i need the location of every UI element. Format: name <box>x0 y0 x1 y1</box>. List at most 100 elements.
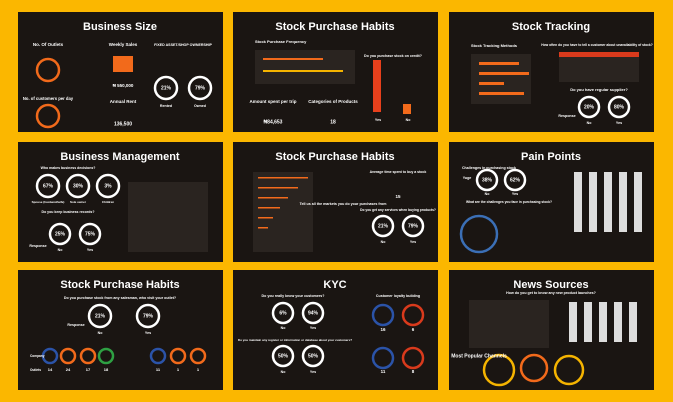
slide-text: Yes <box>512 192 518 196</box>
ring <box>482 353 516 387</box>
slide-text: Most Popular Channels <box>451 353 507 359</box>
ring <box>371 303 395 327</box>
slide-text: FIXED ASSET/SHOP OWNERSHIP <box>154 43 212 47</box>
slide-text: Response <box>558 114 575 118</box>
ring <box>459 214 499 254</box>
decoration <box>263 58 323 60</box>
decoration <box>403 104 411 114</box>
decoration <box>589 172 597 232</box>
slide-text: Rented <box>160 104 172 108</box>
decoration <box>574 172 582 232</box>
ring <box>169 347 187 365</box>
slide-text: Weekly Sales <box>109 42 138 47</box>
slide-text: 79% <box>195 85 206 91</box>
decoration <box>619 172 627 232</box>
decoration <box>584 302 592 342</box>
ring <box>59 347 77 365</box>
slide-text: 11 <box>156 367 161 372</box>
slide-title: Business Size <box>83 21 157 33</box>
decoration <box>128 182 208 252</box>
ring <box>271 344 295 368</box>
slide-text: Sole owner <box>70 200 87 204</box>
ring <box>607 95 631 119</box>
slide-text: Annual Rent <box>110 99 137 104</box>
slide-text: No <box>281 326 287 330</box>
slide-text: Children <box>102 200 114 204</box>
slide-text: No. Of Outlets <box>33 42 64 47</box>
slide-text: 21% <box>161 85 172 91</box>
slide-text: 94% <box>308 310 319 316</box>
slide-text: Yes <box>145 331 151 335</box>
decoration <box>479 72 529 75</box>
slide-text: Customer loyalty building <box>376 294 420 298</box>
decoration <box>258 217 273 219</box>
decoration <box>253 172 313 252</box>
slide-text: 1 <box>177 367 180 372</box>
ring <box>78 222 102 246</box>
ring <box>401 303 425 327</box>
slide-text: 62% <box>510 177 521 183</box>
slide: Stock Purchase Habits Tell us all the mar… <box>233 142 438 262</box>
slide-text: 6% <box>279 310 287 316</box>
decoration <box>113 56 133 72</box>
slide-text: Stock Purchase Frequency <box>255 39 307 44</box>
slide-text: 18 <box>330 119 336 125</box>
slide-text: No <box>587 121 593 125</box>
ring <box>577 95 601 119</box>
slide-title: Stock Purchase Habits <box>60 279 179 291</box>
slide-text: Yes <box>410 240 416 244</box>
slide-text: 15 <box>395 194 401 199</box>
decoration <box>258 177 308 179</box>
ring <box>371 214 395 238</box>
decoration <box>569 302 577 342</box>
ring <box>371 346 395 370</box>
ring <box>79 347 97 365</box>
ring <box>87 303 113 329</box>
ring <box>503 168 527 192</box>
ring <box>189 347 207 365</box>
slide-text: 25% <box>55 231 66 237</box>
ring <box>149 347 167 365</box>
slide-background <box>233 270 438 390</box>
slide-text: Response <box>67 323 84 327</box>
slide-text: Do you purchase stock from any salesman,… <box>64 296 176 300</box>
slide-text: 17 <box>86 367 91 372</box>
slide-text: 80% <box>614 104 625 110</box>
slide-text: 75% <box>85 231 96 237</box>
decoration <box>604 172 612 232</box>
slide-text: 50% <box>308 353 319 359</box>
slide-text: Average time spent to buy a stock <box>370 170 427 174</box>
slide-text: 16 <box>380 327 386 332</box>
slide-text: 21% <box>95 313 106 319</box>
slide-text: ₦ 550,000 <box>113 83 134 88</box>
slide-text: Yes <box>310 370 316 374</box>
ring <box>401 346 425 370</box>
slide-text: 79% <box>408 223 419 229</box>
decoration <box>258 187 298 189</box>
decoration <box>258 197 288 199</box>
slide-text: 24 <box>66 367 71 372</box>
slide-text: ₦84,653 <box>264 119 283 125</box>
ring <box>35 103 61 129</box>
slide-text: How do you get to know any new product l… <box>506 291 596 295</box>
slide-text: Yes <box>616 121 622 125</box>
decoration <box>255 50 355 84</box>
ring <box>553 354 585 386</box>
slide-text: Do you maintain any register or informat… <box>238 338 352 342</box>
slide: Business Management Who makes business de… <box>18 142 223 262</box>
slide-title: Business Management <box>60 151 180 163</box>
slide: KYC Do you really know your customers? 6% 9… <box>233 270 438 390</box>
slide-text: 3% <box>104 183 112 189</box>
slide-text: No <box>98 331 104 335</box>
ring <box>48 222 72 246</box>
slide-text: Who makes business decisions? <box>41 166 96 170</box>
ring <box>41 347 59 365</box>
slide-text: No <box>281 370 287 374</box>
slide-title: Stock Tracking <box>512 21 590 33</box>
slide-text: 1 <box>197 367 200 372</box>
slide-text: Challenges in purchasing stock <box>462 166 516 170</box>
decoration <box>471 54 531 104</box>
slide-text: 14 <box>48 367 53 372</box>
